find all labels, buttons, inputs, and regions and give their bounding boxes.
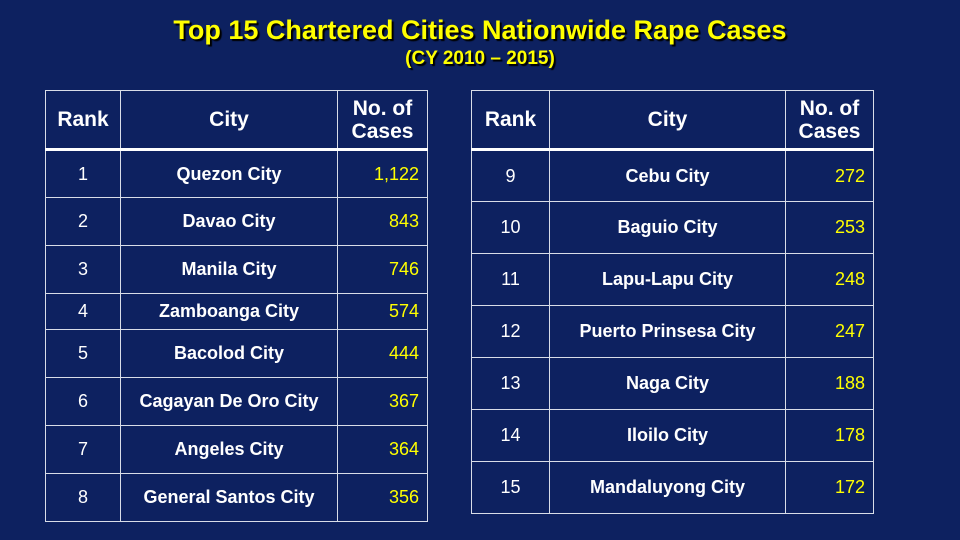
rank-cell: 8: [45, 473, 121, 522]
table-row: 2 Davao City 843: [45, 197, 428, 246]
page-title: Top 15 Chartered Cities Nationwide Rape …: [173, 15, 787, 45]
cases-cell: 746: [337, 245, 428, 294]
cases-cell: 172: [785, 461, 874, 514]
table-body-right: 9 Cebu City 272 10 Baguio City 253 11 Lapu-Lapu…: [471, 149, 874, 514]
city-cell: Cagayan De Oro City: [120, 377, 338, 426]
city-cell: Davao City: [120, 197, 338, 246]
rank-cell: 13: [471, 357, 550, 410]
cases-cell: 178: [785, 409, 874, 462]
header-city: City: [120, 90, 338, 151]
rank-cell: 5: [45, 329, 121, 378]
cases-cell: 253: [785, 201, 874, 254]
cases-cell: 367: [337, 377, 428, 426]
table-row: 3 Manila City 746: [45, 245, 428, 294]
rank-cell: 7: [45, 425, 121, 474]
rank-cell: 14: [471, 409, 550, 462]
header-cases-line1: No. of: [799, 96, 860, 120]
table-row: 15 Mandaluyong City 172: [471, 461, 874, 514]
rank-cell: 1: [45, 149, 121, 198]
table-row: 5 Bacolod City 444: [45, 329, 428, 378]
header-cases-line1: No. of: [352, 96, 413, 120]
city-cell: Manila City: [120, 245, 338, 294]
cases-cell: 247: [785, 305, 874, 358]
rank-cell: 15: [471, 461, 550, 514]
city-cell: Lapu-Lapu City: [549, 253, 786, 306]
header-rank: Rank: [45, 90, 121, 151]
table-row: 7 Angeles City 364: [45, 425, 428, 474]
city-cell: Cebu City: [549, 149, 786, 202]
rank-cell: 2: [45, 197, 121, 246]
table-row: 6 Cagayan De Oro City 367: [45, 377, 428, 426]
page-subtitle: (CY 2010 – 2015): [405, 48, 555, 69]
rank-cell: 11: [471, 253, 550, 306]
header-rank: Rank: [471, 90, 550, 151]
rank-cell: 6: [45, 377, 121, 426]
table-row: 12 Puerto Prinsesa City 247: [471, 305, 874, 358]
header-city: City: [549, 90, 786, 151]
header-cases: No. of Cases: [337, 90, 428, 151]
table-header-row: Rank City No. of Cases: [45, 90, 428, 151]
city-cell: Zamboanga City: [120, 293, 338, 330]
city-cell: General Santos City: [120, 473, 338, 522]
city-cell: Quezon City: [120, 149, 338, 198]
rank-cell: 10: [471, 201, 550, 254]
table-header-row: Rank City No. of Cases: [471, 90, 874, 151]
header-cases-line2: Cases: [351, 119, 414, 143]
header-cases: No. of Cases: [785, 90, 874, 151]
table-row: 14 Iloilo City 178: [471, 409, 874, 462]
city-cell: Mandaluyong City: [549, 461, 786, 514]
cases-cell: 272: [785, 149, 874, 202]
rank-cell: 3: [45, 245, 121, 294]
table-row: 1 Quezon City 1,122: [45, 149, 428, 198]
rank-cell: 12: [471, 305, 550, 358]
rank-table-right: Rank City No. of Cases 9 Cebu City 272 10 Ba…: [471, 90, 874, 514]
city-cell: Naga City: [549, 357, 786, 410]
cases-cell: 356: [337, 473, 428, 522]
city-cell: Angeles City: [120, 425, 338, 474]
city-cell: Iloilo City: [549, 409, 786, 462]
cases-cell: 444: [337, 329, 428, 378]
table-row: 11 Lapu-Lapu City 248: [471, 253, 874, 306]
table-row: 10 Baguio City 253: [471, 201, 874, 254]
table-row: 4 Zamboanga City 574: [45, 293, 428, 330]
city-cell: Puerto Prinsesa City: [549, 305, 786, 358]
city-cell: Bacolod City: [120, 329, 338, 378]
cases-cell: 843: [337, 197, 428, 246]
city-cell: Baguio City: [549, 201, 786, 254]
rank-table-left: Rank City No. of Cases 1 Quezon City 1,122…: [45, 90, 428, 522]
cases-cell: 1,122: [337, 149, 428, 198]
table-row: 13 Naga City 188: [471, 357, 874, 410]
table-body-left: 1 Quezon City 1,122 2 Davao City 843 3 Manila C…: [45, 149, 428, 522]
rank-cell: 9: [471, 149, 550, 202]
cases-cell: 188: [785, 357, 874, 410]
table-row: 9 Cebu City 272: [471, 149, 874, 202]
cases-cell: 364: [337, 425, 428, 474]
cases-cell: 574: [337, 293, 428, 330]
cases-cell: 248: [785, 253, 874, 306]
header-cases-line2: Cases: [798, 119, 861, 143]
rank-cell: 4: [45, 293, 121, 330]
table-row: 8 General Santos City 356: [45, 473, 428, 522]
